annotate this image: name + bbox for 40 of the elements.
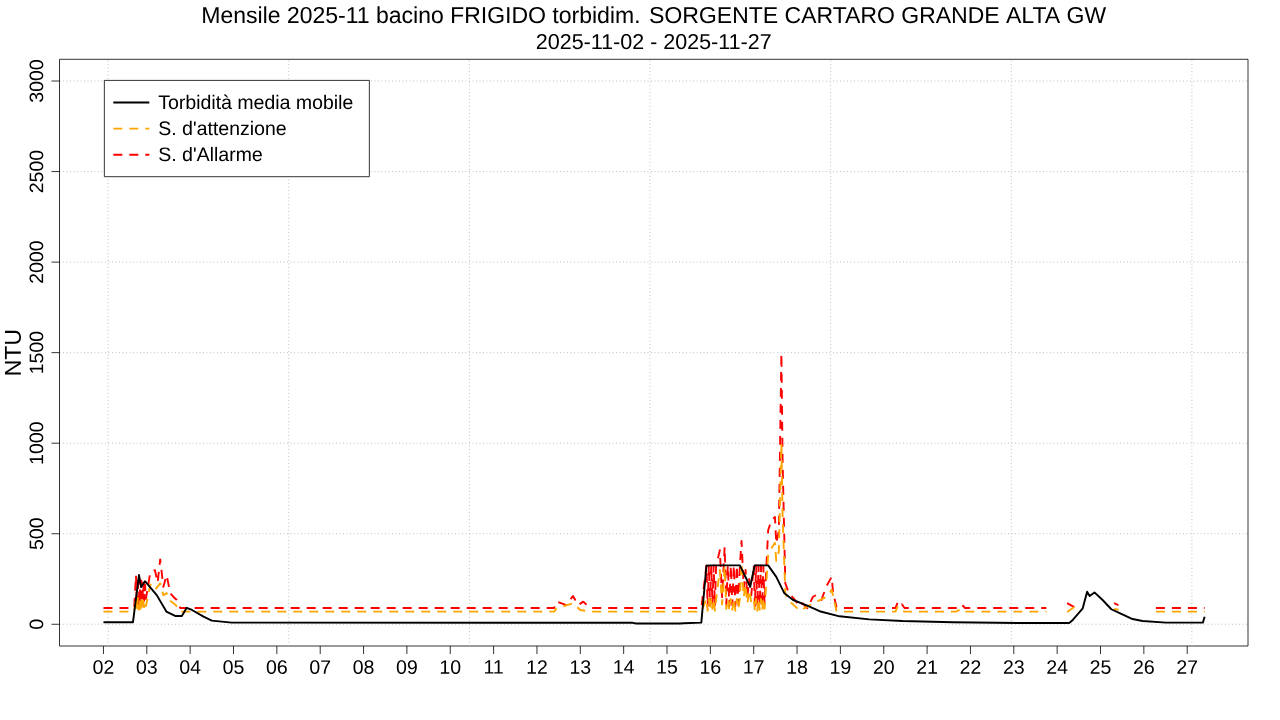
chart-title: Mensile 2025-11 bacino FRIGIDO torbidim. SORGENTE CARTARO GRANDE ALTA GW	[203, 6, 1107, 24]
x-tick-label: 26	[1133, 660, 1154, 674]
y-tick-label: 2000	[29, 241, 44, 283]
legend-label: S. d'Allarme	[159, 146, 262, 162]
x-tick-label: 23	[1003, 660, 1024, 674]
x-tick-label: 05	[223, 660, 244, 674]
y-tick-label: 1500	[29, 331, 44, 373]
x-tick-label: 24	[1047, 660, 1068, 674]
x-tick-label: 10	[440, 660, 461, 674]
x-tick-label: 22	[960, 660, 981, 674]
x-tick-label: 18	[787, 660, 808, 674]
y-tick-label: 3000	[29, 60, 44, 102]
legend-label: S. d'attenzione	[159, 120, 286, 136]
y-tick-label: 1000	[29, 422, 44, 464]
x-tick-label: 12	[527, 660, 547, 674]
line-series	[102, 564, 1206, 625]
x-tick-label: 11	[484, 660, 503, 674]
x-tick-label: 20	[873, 660, 894, 674]
legend-label: Torbidità media mobile	[158, 94, 353, 110]
x-tick-label: 27	[1177, 660, 1198, 674]
x-tick-label: 08	[353, 660, 374, 674]
x-tick-label: 13	[570, 660, 591, 674]
x-tick-label: 09	[396, 660, 417, 674]
y-tick-label: 2500	[29, 150, 44, 193]
x-tick-label: 19	[831, 660, 851, 674]
x-tick-label: 07	[310, 660, 331, 674]
x-tick-label: 25	[1090, 660, 1111, 674]
x-tick-label: 16	[700, 660, 721, 674]
x-tick-label: 14	[614, 660, 634, 674]
x-tick-label: 15	[657, 660, 678, 674]
y-tick-label: 0	[29, 619, 44, 629]
x-tick-label: 04	[180, 660, 201, 674]
x-tick-label: 02	[93, 660, 114, 674]
x-tick-label: 17	[744, 660, 764, 674]
chart-subtitle: 2025-11-02 - 2025-11-27	[536, 33, 771, 50]
x-tick-label: 03	[136, 660, 157, 674]
y-tick-label: 500	[29, 518, 44, 550]
x-tick-label: 21	[917, 660, 937, 674]
y-axis-title: NTU	[4, 330, 22, 375]
x-tick-label: 06	[266, 660, 287, 674]
